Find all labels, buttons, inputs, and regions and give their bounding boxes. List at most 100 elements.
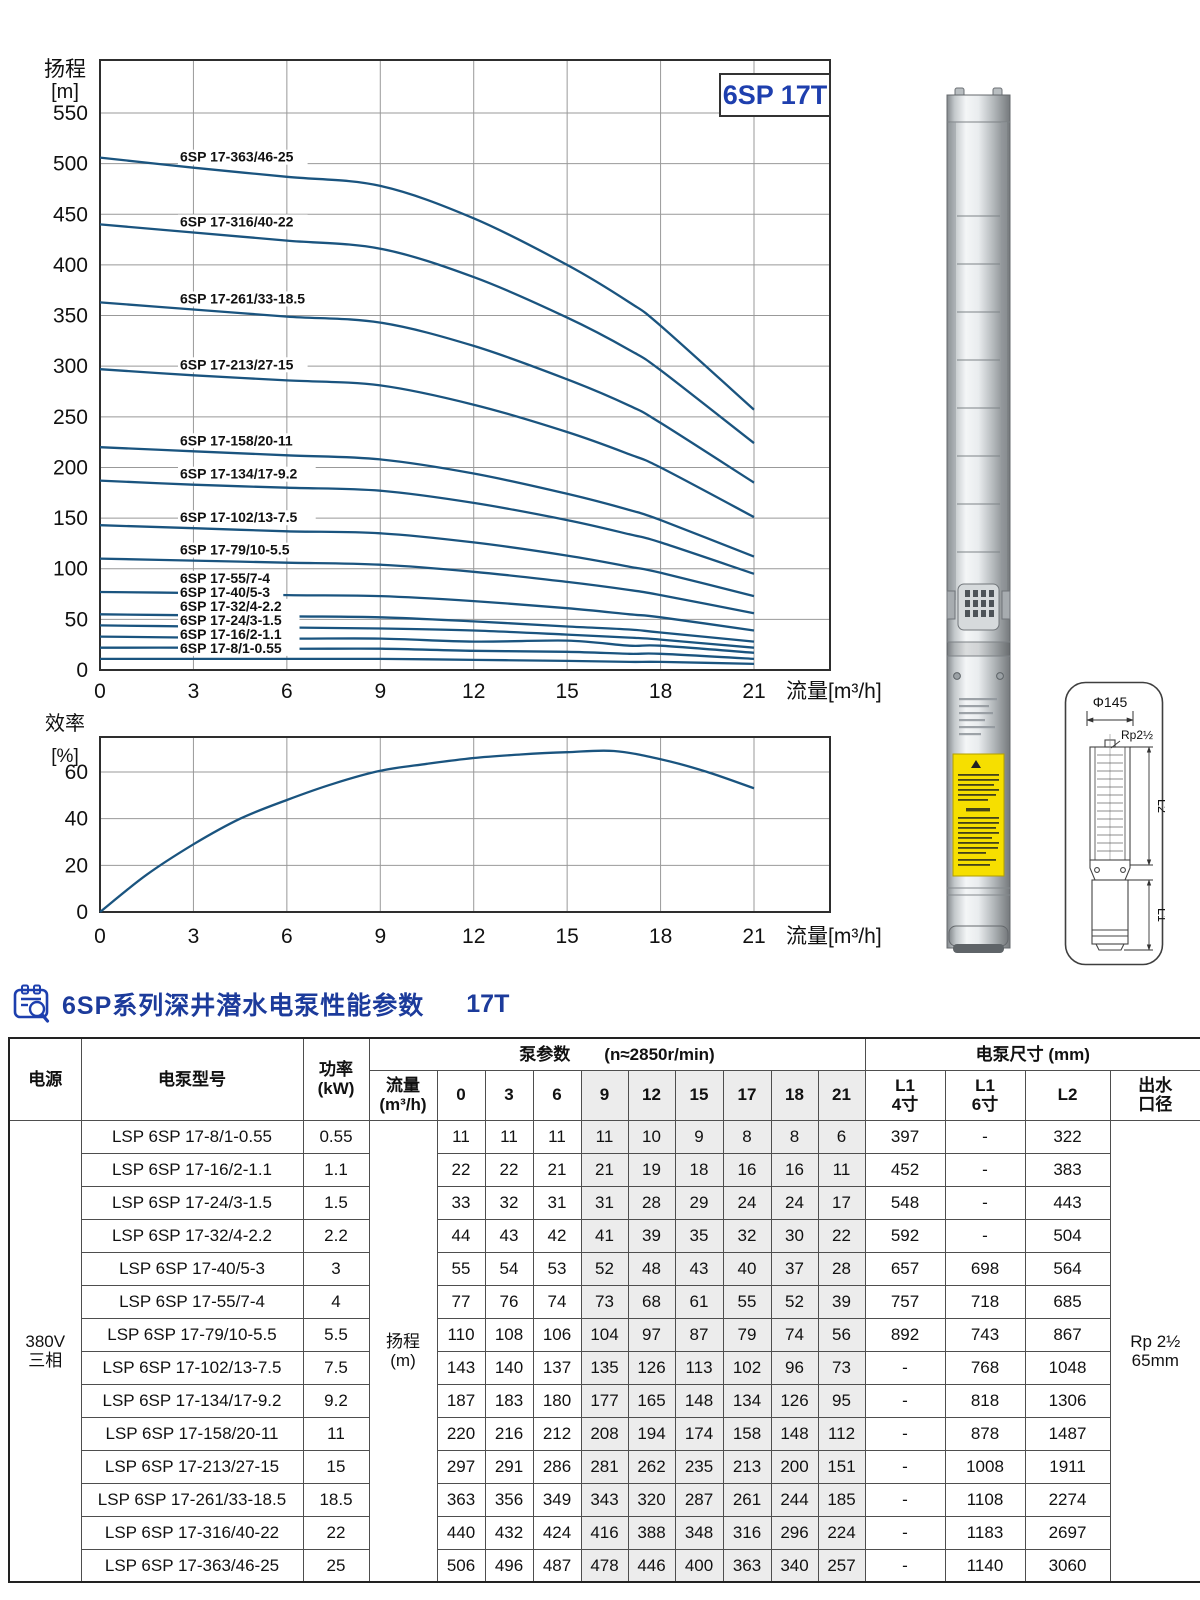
- model-cell: LSP 6SP 17-102/13-7.5: [80, 1350, 304, 1385]
- head-value-cell: 224: [817, 1515, 866, 1550]
- curve-label-bg: [178, 357, 308, 373]
- head-value-cell: 21: [532, 1152, 582, 1187]
- x-tick-label: 21: [742, 680, 765, 703]
- y-tick-label: 200: [53, 456, 88, 479]
- head-value-cell: 52: [770, 1284, 819, 1319]
- col-header-l2: L2: [1024, 1069, 1111, 1121]
- head-value-cell: 106: [532, 1317, 582, 1352]
- table-row: LSP 6SP 17-40/5-3 3 55 54 53 52 48 43 40 37 28 657 6…: [9, 1251, 1200, 1286]
- head-value-cell: 9: [674, 1119, 724, 1154]
- section-title: 6SP系列深井潜水电泵性能参数 17T: [12, 984, 509, 1024]
- head-value-cell: 140: [484, 1350, 534, 1385]
- power-source-cell: 380V 三相: [8, 1119, 82, 1583]
- power-cell: 15: [302, 1449, 370, 1484]
- head-value-cell: 11: [580, 1119, 629, 1154]
- plot-border: [99, 736, 831, 913]
- col-header-flow-0: 0: [436, 1069, 486, 1121]
- l2-cell: 867: [1024, 1317, 1111, 1352]
- table-row: 380V 三相 LSP 6SP 17-8/1-0.55 0.55 扬程 (m) 11 11 11…: [8, 1119, 1200, 1583]
- head-value-cell: 416: [580, 1515, 629, 1550]
- table-row: LSP 6SP 17-79/10-5.5 5.5 110 108 106 104 97 87 7…: [9, 1317, 1200, 1352]
- l1-4in-cell: -: [864, 1449, 946, 1484]
- head-value-cell: 41: [580, 1218, 629, 1253]
- curve-label: 6SP 17-213/27-15: [180, 356, 294, 372]
- l1-6in-cell: 698: [944, 1251, 1026, 1286]
- l1-6in-cell: -: [944, 1119, 1026, 1154]
- head-value-cell: 440: [436, 1515, 486, 1550]
- curve-label: 6SP 17-79/10-5.5: [180, 542, 290, 558]
- head-value-cell: 11: [532, 1119, 582, 1154]
- head-value-cell: 108: [484, 1317, 534, 1352]
- col-header-l1-6: L1 6寸: [944, 1069, 1026, 1121]
- power-cell: 7.5: [302, 1350, 370, 1385]
- head-value-cell: 235: [674, 1449, 724, 1484]
- head-value-cell: 143: [436, 1350, 486, 1385]
- l1-6in-cell: 718: [944, 1284, 1026, 1319]
- model-cell: LSP 6SP 17-261/33-18.5: [80, 1482, 304, 1517]
- l1-6in-cell: 1008: [944, 1449, 1026, 1484]
- curve-label-bg: [178, 612, 300, 628]
- head-value-cell: 110: [436, 1317, 486, 1352]
- power-cell: 1.1: [302, 1152, 370, 1187]
- power-cell: 4: [302, 1284, 370, 1319]
- section-title-text: 6SP系列深井潜水电泵性能参数: [62, 992, 425, 1020]
- x-axis-title: 流量[m³/h]: [786, 680, 882, 703]
- series-badge-box: [719, 73, 831, 117]
- l1-label: L1: [1155, 908, 1165, 922]
- l1-4in-cell: 657: [864, 1251, 946, 1286]
- curve-label-bg: [178, 149, 308, 165]
- efficiency-curve: [99, 749, 755, 913]
- model-cell: LSP 6SP 17-158/20-11: [80, 1416, 304, 1451]
- power-cell: 3: [302, 1251, 370, 1286]
- head-value-cell: 87: [674, 1317, 724, 1352]
- curve-label-bg: [178, 584, 284, 600]
- l1-4in-cell: 397: [864, 1119, 946, 1154]
- l2-cell: 1306: [1024, 1383, 1111, 1418]
- curve-label: 6SP 17-316/40-22: [180, 214, 294, 230]
- head-value-cell: 343: [580, 1482, 629, 1517]
- head-value-cell: 33: [436, 1185, 486, 1220]
- head-value-cell: 165: [627, 1383, 676, 1418]
- curve-label: 6SP 17-8/1-0.55: [180, 640, 282, 656]
- l1-4in-cell: 892: [864, 1317, 946, 1352]
- head-value-cell: 287: [674, 1482, 724, 1517]
- head-value-cell: 187: [436, 1383, 486, 1418]
- head-value-cell: 22: [817, 1218, 866, 1253]
- head-value-cell: 96: [770, 1350, 819, 1385]
- x-tick-label: 18: [649, 925, 672, 948]
- head-value-cell: 53: [532, 1251, 582, 1286]
- head-value-cell: 363: [436, 1482, 486, 1517]
- head-value-cell: 126: [770, 1383, 819, 1418]
- pump-stage-lines: [957, 215, 1000, 553]
- l1-4in-cell: 757: [864, 1284, 946, 1319]
- curve-label-bg: [178, 598, 300, 614]
- head-value-cell: 174: [674, 1416, 724, 1451]
- y-tick-label: 550: [53, 102, 88, 125]
- pump-curve: [99, 557, 755, 615]
- head-value-cell: 21: [580, 1152, 629, 1187]
- model-cell: LSP 6SP 17-16/2-1.1: [80, 1152, 304, 1187]
- head-value-cell: 158: [722, 1416, 772, 1451]
- table-row: LSP 6SP 17-261/33-18.5 18.5 363 356 349 343 32…: [9, 1482, 1200, 1517]
- head-value-cell: 24: [770, 1185, 819, 1220]
- pump-product-photo: [946, 87, 1011, 953]
- power-cell: 2.2: [302, 1218, 370, 1253]
- head-value-cell: 296: [770, 1515, 819, 1550]
- pump-screw: [996, 672, 1004, 680]
- col-header-flow-21: 21: [817, 1069, 866, 1121]
- y-axis-title: 扬程: [44, 58, 86, 81]
- head-value-cell: 194: [627, 1416, 676, 1451]
- col-header-flow-18: 18: [770, 1069, 819, 1121]
- pump-curve: [99, 524, 755, 598]
- col-header-flow-17: 17: [722, 1069, 772, 1121]
- l1-4in-cell: 548: [864, 1185, 946, 1220]
- head-value-cell: 297: [436, 1449, 486, 1484]
- head-value-cell: 113: [674, 1350, 724, 1385]
- head-value-cell: 348: [674, 1515, 724, 1550]
- curve-label: 6SP 17-158/20-11: [180, 432, 293, 448]
- l1-6in-cell: -: [944, 1152, 1026, 1187]
- y-tick-label: 450: [53, 203, 88, 226]
- x-tick-label: 6: [281, 680, 293, 703]
- table-row: LSP 6SP 17-55/7-4 4 77 76 74 73 68 61 55 52 39 757 7…: [9, 1284, 1200, 1319]
